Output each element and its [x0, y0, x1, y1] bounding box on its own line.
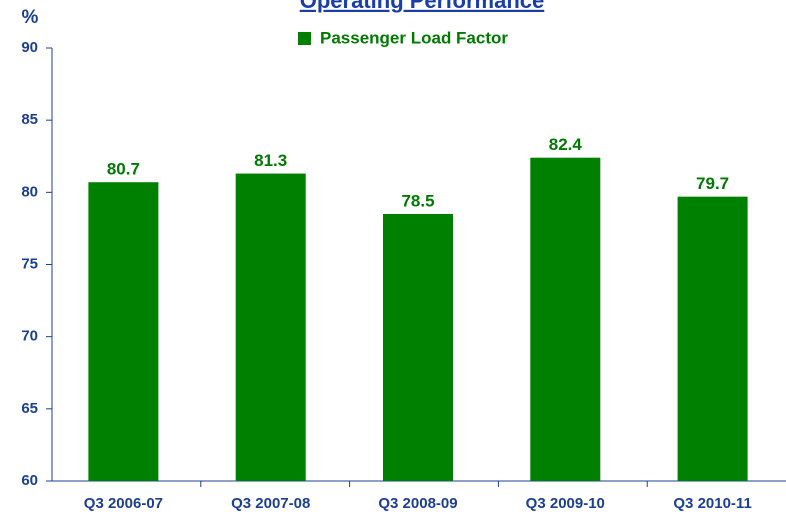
bar — [530, 157, 601, 481]
y-tick-label: 90 — [21, 39, 38, 56]
y-tick-label: 85 — [21, 111, 38, 128]
data-label: 81.3 — [254, 151, 287, 170]
x-tick-label: Q3 2010-11 — [673, 495, 751, 512]
bar — [383, 213, 453, 481]
data-label: 79.7 — [696, 174, 729, 193]
y-tick-label: 80 — [21, 183, 38, 200]
data-label: 78.5 — [401, 191, 434, 210]
y-tick-label: 70 — [21, 328, 38, 345]
y-tick-label: 75 — [21, 255, 38, 272]
x-tick-label: Q3 2007-08 — [231, 495, 310, 512]
y-tick-label: 60 — [21, 472, 38, 489]
data-label: 80.7 — [107, 160, 140, 179]
x-tick-label: Q3 2008-09 — [378, 495, 457, 512]
bar — [88, 182, 159, 482]
bar — [677, 196, 748, 481]
legend-swatch — [298, 32, 311, 45]
legend-label: Passenger Load Factor — [320, 28, 508, 47]
chart-title: Operating Performance — [300, 0, 545, 13]
x-tick-label: Q3 2006-07 — [84, 495, 163, 512]
y-axis-label: % — [22, 7, 39, 28]
bar — [235, 173, 306, 481]
x-tick-label: Q3 2009-10 — [526, 495, 605, 512]
data-label: 82.4 — [549, 135, 583, 154]
y-tick-label: 65 — [21, 400, 38, 417]
